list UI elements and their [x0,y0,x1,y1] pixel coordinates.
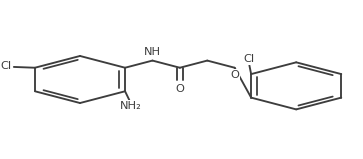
Text: Cl: Cl [0,62,11,71]
Text: NH₂: NH₂ [119,101,141,111]
Text: O: O [230,70,239,80]
Text: NH: NH [144,47,161,57]
Text: Cl: Cl [244,54,255,64]
Text: O: O [175,84,184,94]
